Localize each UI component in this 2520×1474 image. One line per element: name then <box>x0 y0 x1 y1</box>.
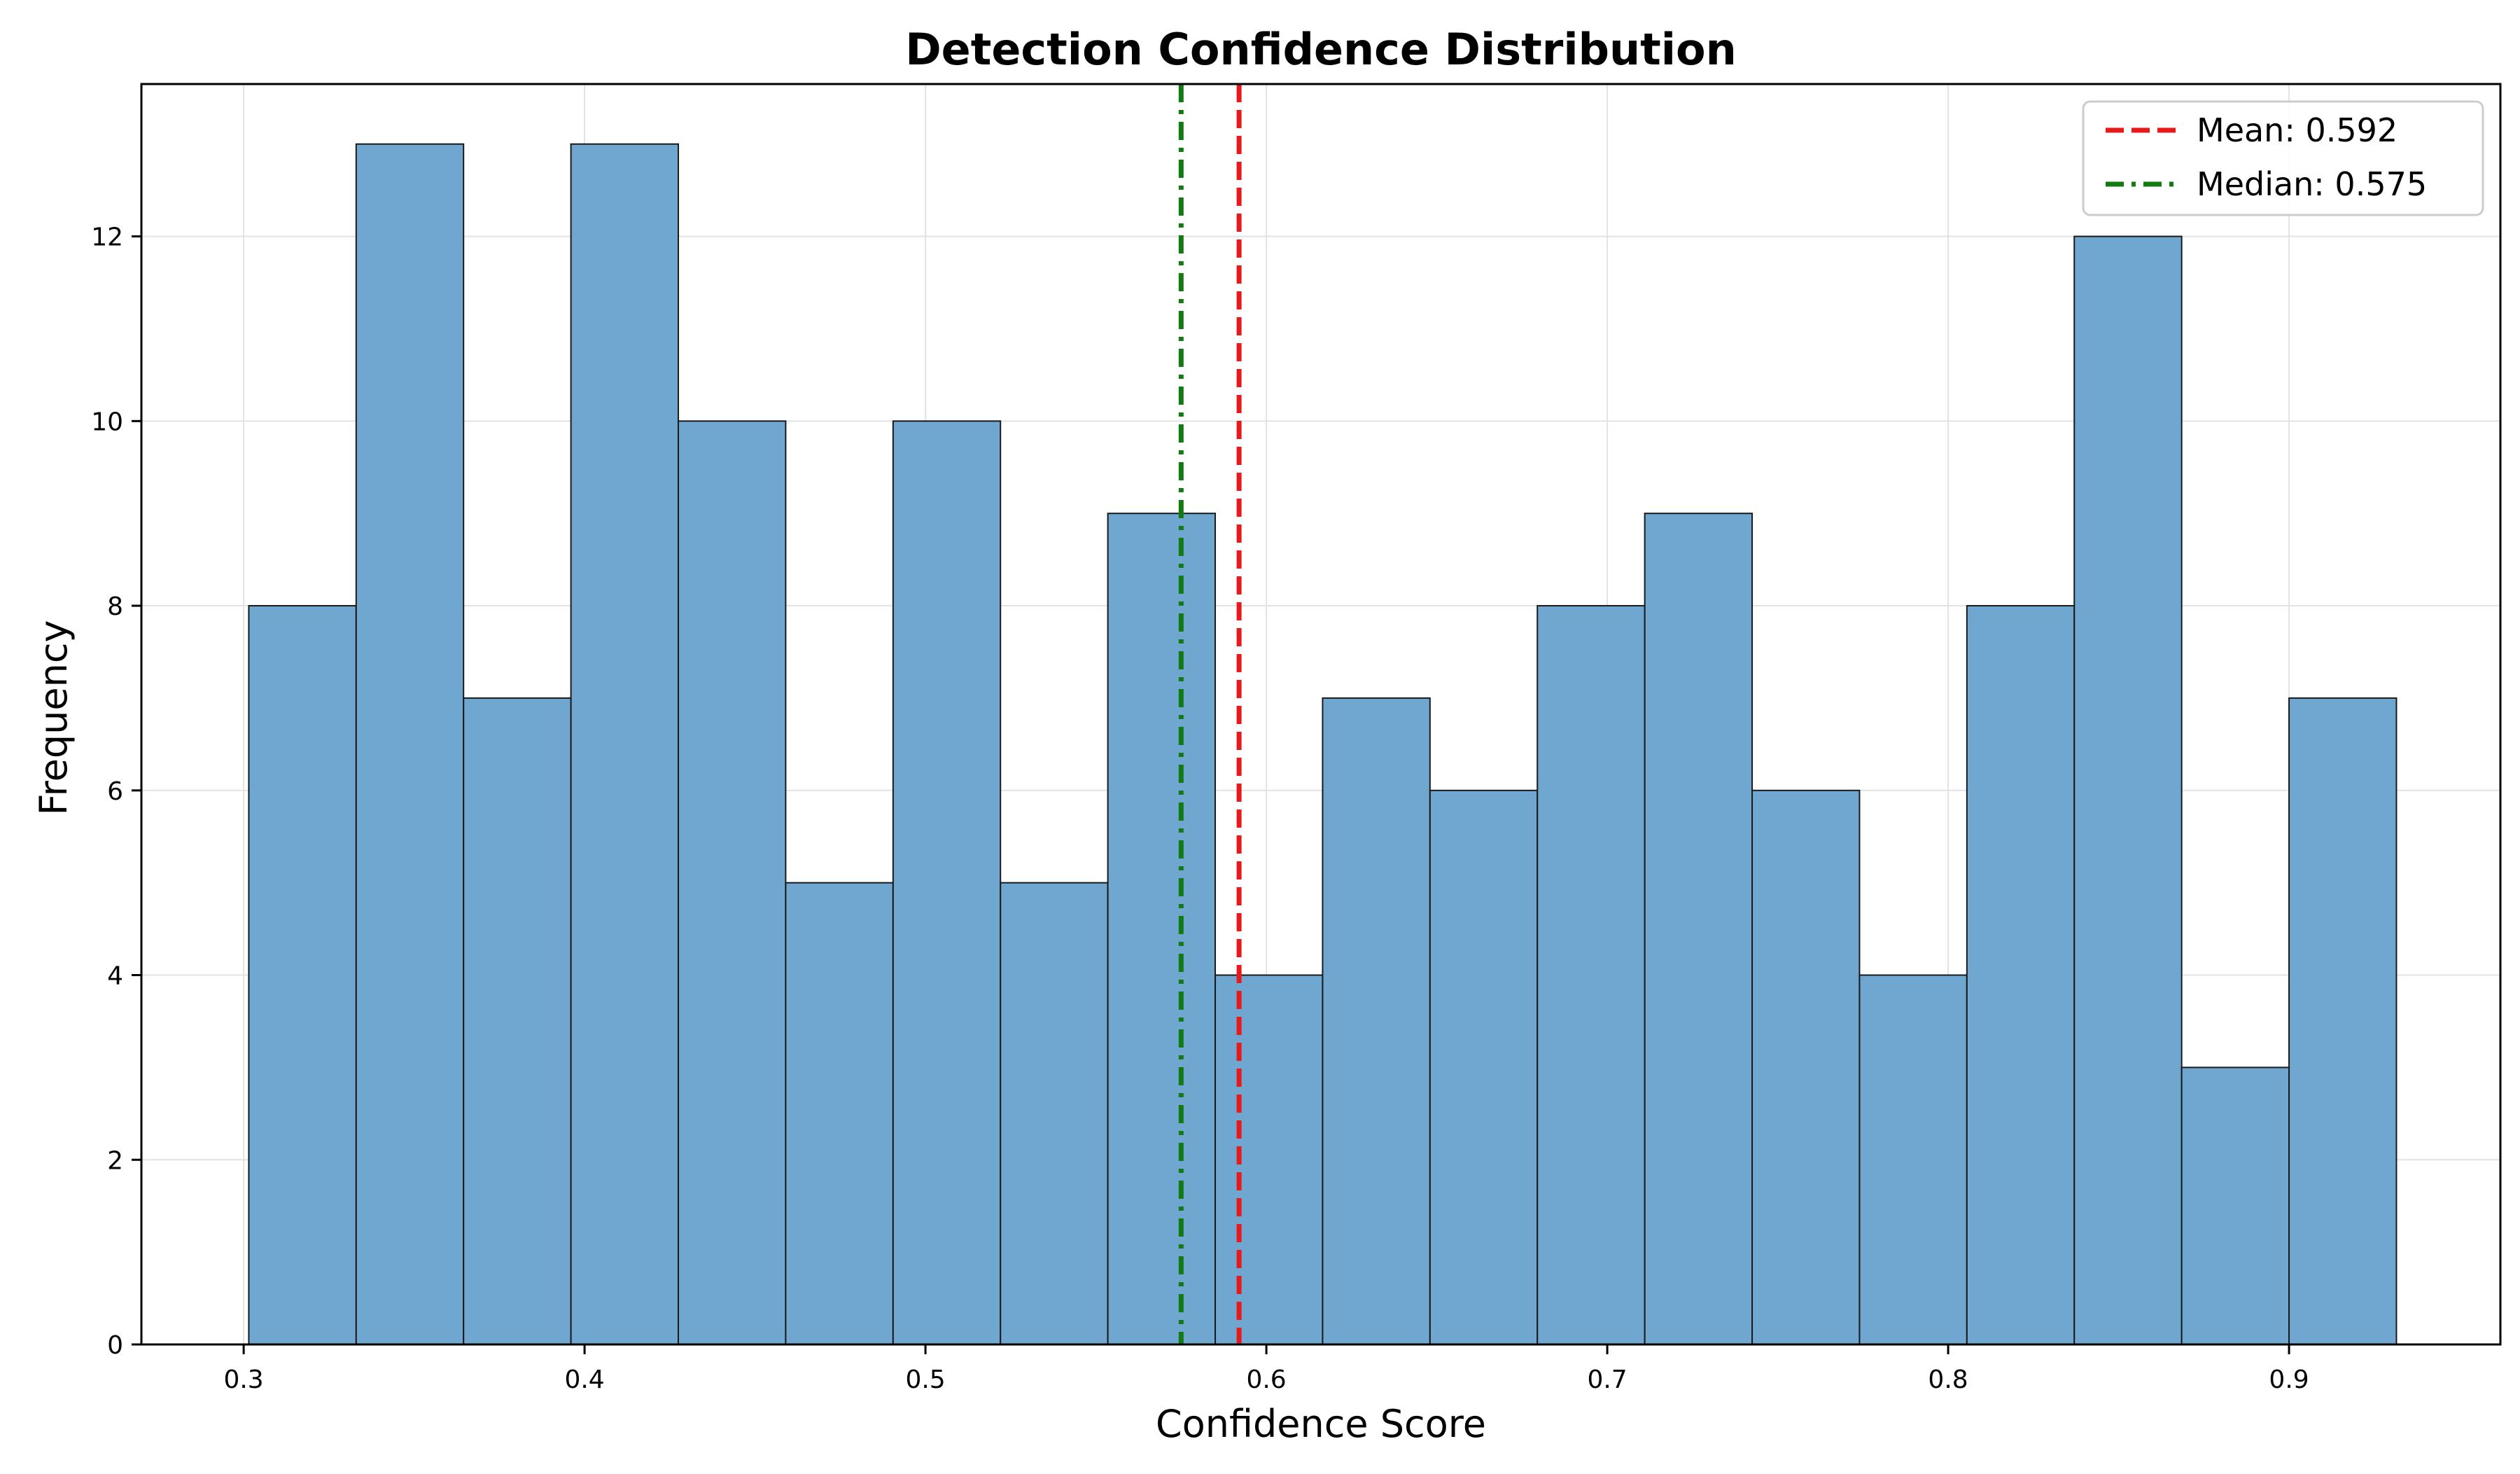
x-tick-label: 0.6 <box>1246 1365 1286 1394</box>
y-tick-label: 2 <box>107 1146 123 1175</box>
legend-box <box>2082 100 2484 216</box>
y-tick-label: 10 <box>91 408 123 436</box>
histogram-bar <box>248 605 357 1345</box>
chart-title: Detection Confidence Distribution <box>905 24 1737 75</box>
x-axis-ticks: 0.3 0.4 0.5 0.6 0.7 0.8 0.9 <box>223 1344 2309 1394</box>
histogram-bar <box>570 143 680 1346</box>
x-tick-label: 0.7 <box>1587 1365 1627 1394</box>
histogram-bar <box>355 143 465 1346</box>
histogram-bar <box>1966 605 2076 1345</box>
chart-legend: Mean: 0.592 Median: 0.575 <box>2082 100 2484 216</box>
histogram-bar <box>785 882 894 1345</box>
reference-lines <box>1178 84 1242 1344</box>
histogram-bar <box>1536 605 1646 1345</box>
histogram-bar <box>1000 882 1109 1345</box>
x-axis-label: Confidence Score <box>1156 1402 1486 1446</box>
histogram-bar <box>1429 789 1539 1346</box>
x-tick-label: 0.4 <box>564 1365 604 1394</box>
histogram-bars <box>248 143 2398 1346</box>
histogram-bar <box>2288 697 2398 1345</box>
histogram-bar <box>1858 974 1968 1345</box>
x-tick-label: 0.5 <box>905 1365 945 1394</box>
histogram-bar <box>1644 513 1754 1346</box>
plot-frame <box>140 83 2502 1346</box>
histogram-bar <box>1751 789 1861 1346</box>
histogram-bar <box>892 420 1002 1345</box>
x-tick-label: 0.9 <box>2269 1365 2309 1394</box>
y-tick-label: 4 <box>107 962 123 991</box>
x-tick-label: 0.8 <box>1928 1365 1968 1394</box>
legend-label-mean: Mean: 0.592 <box>2197 111 2398 149</box>
y-tick-label: 12 <box>91 223 123 252</box>
histogram-bar <box>1214 974 1324 1345</box>
histogram-bar <box>678 420 787 1345</box>
histogram-bar <box>1322 697 1431 1345</box>
legend-label-median: Median: 0.575 <box>2197 165 2427 203</box>
x-tick-label: 0.3 <box>223 1365 263 1394</box>
y-axis-ticks: 0 2 4 6 8 10 12 <box>91 223 141 1360</box>
y-axis-label: Frequency <box>31 620 76 816</box>
y-tick-label: 0 <box>107 1331 123 1360</box>
y-tick-label: 8 <box>107 592 123 621</box>
histogram-bar <box>2073 235 2183 1346</box>
histogram-bar <box>463 697 572 1345</box>
histogram-bar <box>1107 513 1217 1346</box>
histogram-bar <box>2180 1066 2290 1346</box>
y-tick-label: 6 <box>107 777 123 806</box>
